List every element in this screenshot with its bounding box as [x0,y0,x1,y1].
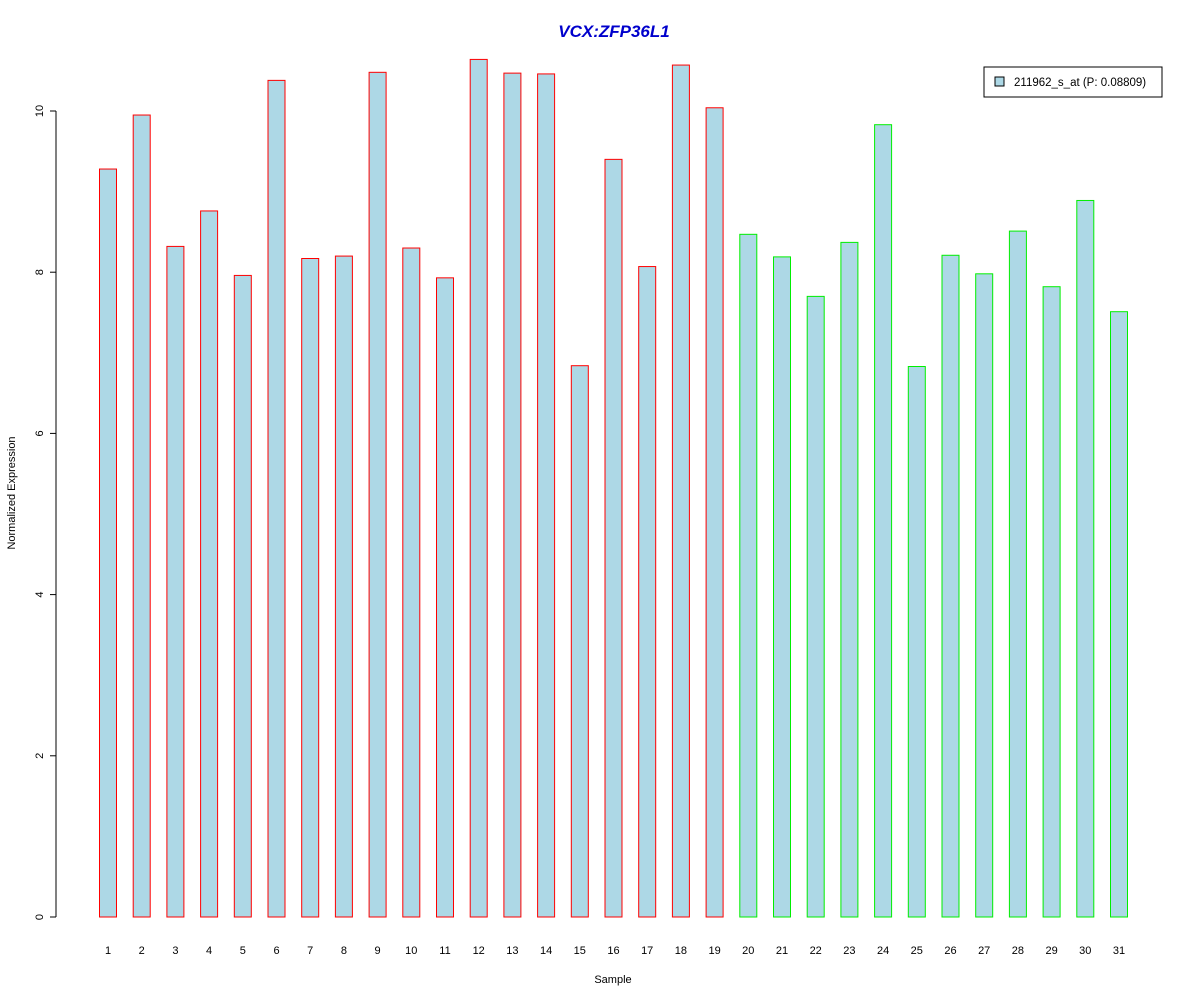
bar-sample-3 [166,245,185,918]
bar-sample-15 [570,365,589,918]
x-tick-label: 1 [105,945,111,957]
x-tick-label: 27 [978,945,990,957]
x-tick-label: 25 [911,945,923,957]
chart-title: VCX:ZFP36L1 [558,22,669,41]
bar-sample-31 [1110,311,1128,918]
bar-sample-12 [469,58,488,918]
bar-sample-30 [1076,199,1095,918]
bar-sample-10 [402,247,421,918]
bars-group [99,58,1128,918]
bar-sample-28 [1008,230,1027,918]
y-tick-label: 6 [34,430,46,436]
x-tick-label: 13 [506,945,518,957]
x-tick-label: 12 [473,945,485,957]
legend-box [983,66,1163,98]
bar-sample-1 [99,168,117,918]
bar-sample-20 [739,233,758,918]
legend-swatch [994,76,1005,87]
x-tick-label: 6 [273,945,279,957]
x-tick-label: 16 [607,945,619,957]
x-tick-label: 17 [641,945,653,957]
x-tick-label: 23 [843,945,855,957]
y-axis-label: Normalized Expression [6,436,18,549]
x-tick-label: 15 [574,945,586,957]
bar-sample-4 [200,210,219,918]
x-tick-label: 28 [1012,945,1024,957]
x-tick-label: 30 [1079,945,1091,957]
x-tick-label: 18 [675,945,687,957]
x-tick-label: 7 [307,945,313,957]
bar-sample-5 [233,274,252,918]
bar-sample-25 [907,366,926,918]
bar-sample-13 [503,72,522,918]
x-tick-label: 5 [240,945,246,957]
x-tick-label: 10 [405,945,417,957]
y-tick-label: 4 [34,592,46,598]
y-axis: 0 2 4 6 8 10 [34,105,57,920]
bar-sample-24 [874,124,893,918]
bar-sample-8 [334,255,353,918]
bar-sample-7 [301,257,320,918]
bar-sample-9 [368,71,387,918]
bar-sample-27 [975,273,994,918]
y-tick-label: 2 [34,753,46,759]
x-tick-label: 20 [742,945,754,957]
x-tick-label: 22 [810,945,822,957]
x-tick-label: 4 [206,945,212,957]
bar-sample-26 [941,254,960,918]
x-tick-label: 26 [944,945,956,957]
legend: 211962_s_at (P: 0.08809) [983,66,1163,98]
bar-sample-14 [537,73,556,918]
legend-label: 211962_s_at (P: 0.08809) [1014,77,1146,89]
x-tick-labels: 1 2 3 4 5 6 7 8 9 10 11 12 13 14 15 16 17 18 19 20 21 22 23 24 2… [105,945,1125,957]
bar-sample-21 [773,256,791,918]
x-axis-label: Sample [594,974,631,986]
y-tick-label: 0 [34,914,46,920]
x-tick-label: 9 [375,945,381,957]
bar-sample-29 [1042,286,1061,918]
x-tick-label: 8 [341,945,347,957]
y-tick-label: 10 [34,105,46,117]
x-tick-label: 11 [439,945,450,957]
x-tick-label: 19 [708,945,720,957]
bar-sample-19 [705,107,724,918]
bar-sample-2 [132,114,151,918]
x-tick-label: 14 [540,945,552,957]
bar-sample-17 [638,266,657,918]
bar-sample-18 [671,64,690,918]
bar-sample-16 [604,158,623,918]
bar-sample-11 [436,277,454,918]
y-tick-label: 8 [34,269,46,275]
bar-sample-6 [267,79,286,918]
bar-sample-23 [840,241,859,918]
x-tick-label: 24 [877,945,889,957]
x-tick-label: 29 [1045,945,1057,957]
x-tick-label: 31 [1113,945,1125,957]
x-tick-label: 2 [139,945,145,957]
x-tick-label: 21 [776,945,788,957]
bar-sample-22 [806,295,825,918]
x-tick-label: 3 [172,945,178,957]
